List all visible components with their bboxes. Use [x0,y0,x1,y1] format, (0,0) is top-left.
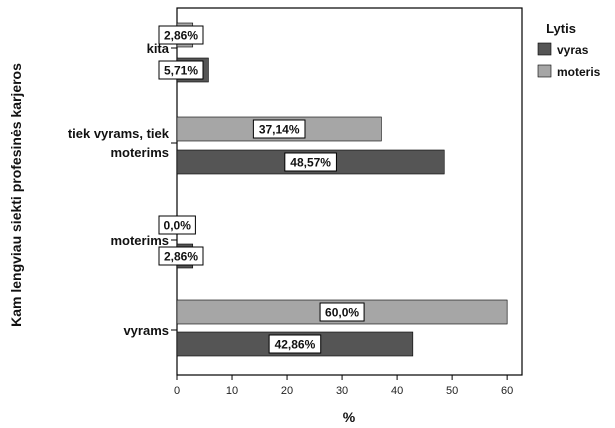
legend-label-vyras: vyras [557,43,589,57]
bars-layer: 2,86% 5,71% 37,14% 48,57% 0,0% 2,86% 60,0% 42,8… [158,22,508,357]
data-label-box-moteris-3 [319,302,365,322]
x-axis: 0 10 20 30 40 50 60 [174,375,513,397]
data-label-box-vyras-3 [268,334,322,354]
data-label-vyras-0: 5,71% [164,64,198,78]
y-tick-label-1-line1: moterims [110,145,169,160]
data-label-vyras-3: 42,86% [275,338,316,352]
data-label-box-vyras-2 [158,246,204,266]
y-axis: kita tiek vyrams, tiek moterims moterims vyr… [68,41,177,338]
y-tick-label-1-line0: tiek vyrams, tiek [68,126,170,141]
x-tick-label-3: 30 [336,385,348,397]
x-tick-label-6: 60 [501,385,513,397]
data-label-moteris-0: 2,86% [164,29,198,43]
x-tick-label-5: 50 [446,385,458,397]
data-label-box-moteris-0 [158,25,204,45]
legend: Lytis vyras moteris [537,21,601,79]
data-label-moteris-1: 37,14% [259,123,300,137]
data-label-vyras-2: 2,86% [164,250,198,264]
x-tick-label-2: 20 [281,385,293,397]
data-label-box-moteris-1 [252,119,306,139]
y-tick-label-3: vyrams [123,323,169,338]
legend-swatch-moteris [537,64,552,78]
legend-swatch-vyras [537,42,552,56]
x-tick-label-1: 10 [226,385,238,397]
y-tick-label-2: moterims [110,233,169,248]
data-label-box-vyras-1 [284,152,337,172]
legend-label-moteris: moteris [557,65,601,79]
x-tick-label-0: 0 [174,385,180,397]
data-label-moteris-3: 60,0% [325,306,359,320]
data-label-box-vyras-0 [158,60,204,80]
data-label-vyras-1: 48,57% [290,156,331,170]
x-axis-title: % [343,409,356,425]
data-label-box-moteris-2 [158,215,196,235]
y-tick-label-0: kita [147,41,170,56]
data-label-moteris-2: 0,0% [164,219,192,233]
legend-title: Lytis [546,21,576,36]
x-tick-label-4: 40 [391,385,403,397]
y-axis-title: Kam lengviau siekti profesinės karjeros [8,63,24,327]
